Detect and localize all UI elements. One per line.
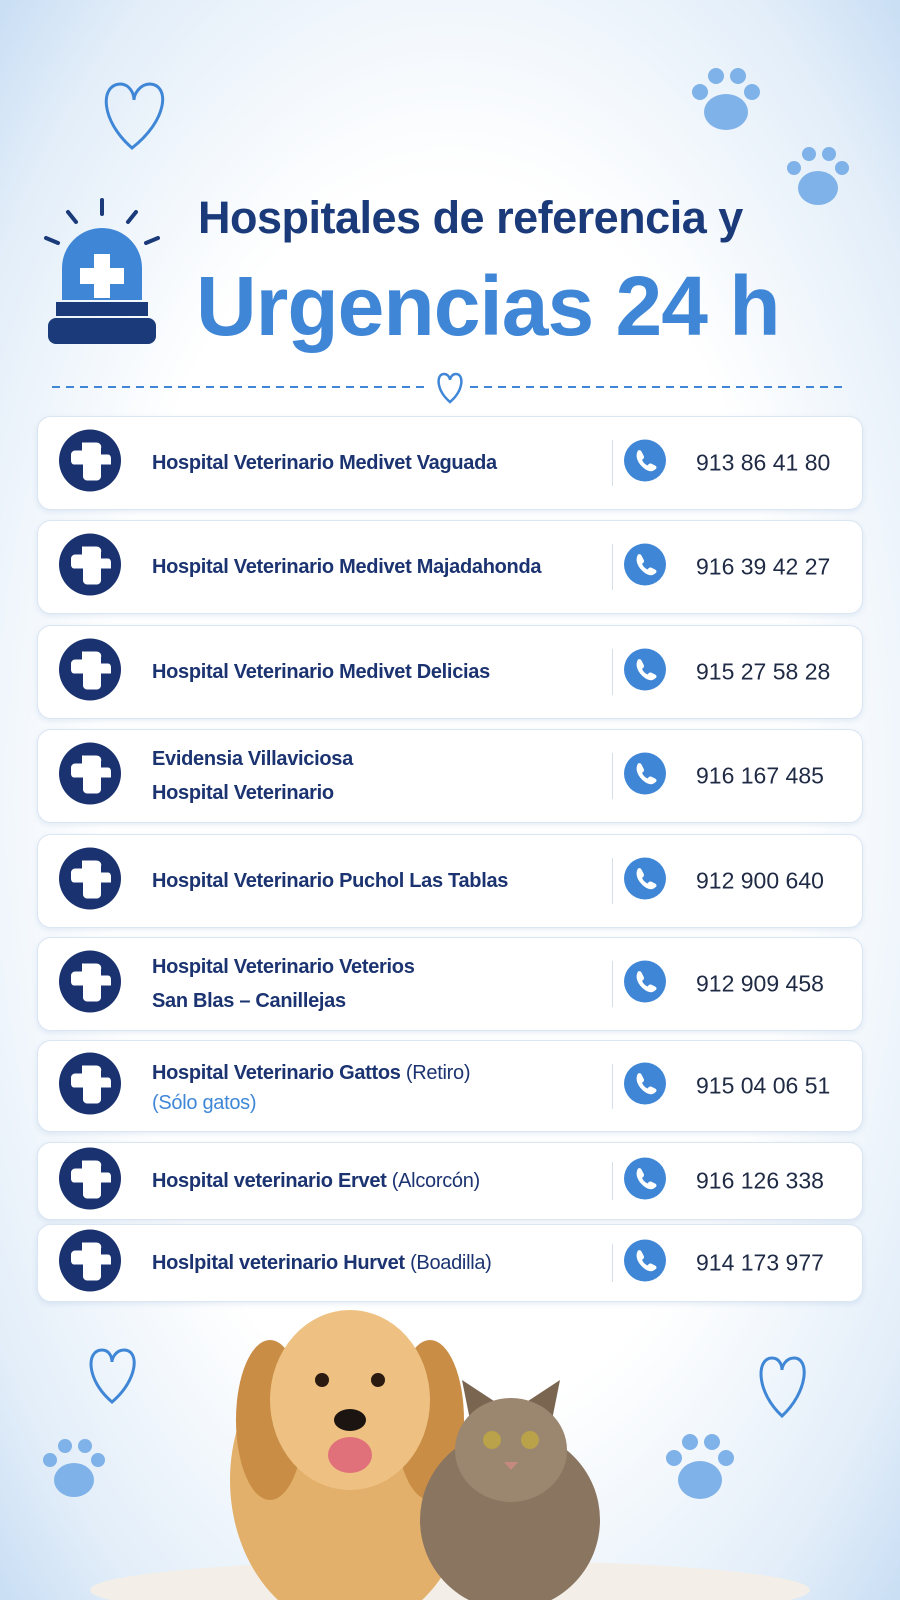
hospital-icon: [58, 1229, 122, 1298]
siren-icon: [44, 198, 160, 344]
hospital-name: Hospital Veterinario Gattos (Retiro) (Sól…: [152, 1056, 612, 1116]
name-line: Hospital Veterinario Veterios: [152, 950, 612, 984]
hospital-name: Hospital Veterinario Medivet Vaguada: [152, 446, 612, 480]
hospital-icon: [58, 742, 122, 811]
name-text: Hospital veterinario Ervet: [152, 1170, 387, 1192]
name-text: San Blas – Canillejas: [152, 990, 346, 1012]
name-text: Hospital Veterinario Gattos: [152, 1062, 401, 1084]
hospital-row: Hospital Veterinario Medivet Majadahonda…: [37, 520, 863, 614]
hospital-name: Evidensia Villaviciosa Hospital Veterinar…: [152, 742, 612, 810]
phone-icon: [624, 543, 666, 591]
phone-icon: [624, 857, 666, 905]
hospital-row: Hospital Veterinario Medivet Delicias 915…: [37, 625, 863, 719]
separator: [612, 753, 613, 799]
hospital-row: Hospital veterinario Ervet (Alcorcón) 916…: [37, 1142, 863, 1220]
title: Hospitales de referencia y: [198, 192, 743, 243]
phone-icon: [624, 960, 666, 1008]
separator: [612, 1063, 613, 1109]
name-line: Hospital veterinario Ervet (Alcorcón): [152, 1164, 612, 1198]
name-line: Hospital Veterinario: [152, 776, 612, 810]
hospital-name: Hospital Veterinario Puchol Las Tablas: [152, 864, 612, 898]
heart: [759, 1356, 806, 1419]
name-text: Hoslpital veterinario Hurvet: [152, 1252, 405, 1274]
qualifier: (Alcorcón): [391, 1170, 480, 1192]
name-line: Hospital Veterinario Medivet Delicias: [152, 655, 612, 689]
hospital-row: Hospital Veterinario Medivet Vaguada 913 …: [37, 416, 863, 510]
name-text: Hospital Veterinario Medivet Delicias: [152, 661, 490, 683]
hospital-name: Hospital Veterinario Veterios San Blas – …: [152, 950, 612, 1018]
hospital-icon: [58, 1147, 122, 1216]
hospital-icon: [58, 638, 122, 707]
separator: [612, 440, 613, 486]
name-text: Evidensia Villaviciosa: [152, 748, 353, 770]
hospital-row: Hoslpital veterinario Hurvet (Boadilla) 9…: [37, 1224, 863, 1302]
hospital-row: Hospital Veterinario Veterios San Blas – …: [37, 937, 863, 1031]
heart: [437, 372, 463, 404]
hospital-row: Hospital Veterinario Puchol Las Tablas 91…: [37, 834, 863, 928]
qualifier: (Boadilla): [410, 1252, 492, 1274]
phone-number: 916 126 338: [696, 1167, 824, 1194]
name-text: Hospital Veterinario Medivet Vaguada: [152, 452, 497, 474]
hospital-icon: [58, 429, 122, 498]
note: (Sólo gatos): [152, 1092, 257, 1114]
phone-icon: [624, 439, 666, 487]
heart: [89, 1348, 136, 1404]
phone-number: 916 39 42 27: [696, 553, 831, 580]
phone-number: 914 173 977: [696, 1249, 824, 1276]
separator: [612, 961, 613, 1007]
name-line: Hoslpital veterinario Hurvet (Boadilla): [152, 1246, 612, 1280]
hospital-name: Hoslpital veterinario Hurvet (Boadilla): [152, 1246, 612, 1280]
separator: [612, 1162, 613, 1200]
hospital-icon: [58, 1052, 122, 1121]
hospital-icon: [58, 533, 122, 602]
hospital-name: Hospital veterinario Ervet (Alcorcón): [152, 1164, 612, 1198]
qualifier: (Retiro): [405, 1062, 471, 1084]
paws: [43, 68, 849, 1499]
phone-number: 915 04 06 51: [696, 1072, 831, 1099]
name-line: Evidensia Villaviciosa: [152, 742, 612, 776]
hospital-icon: [58, 847, 122, 916]
phone-number: 912 900 640: [696, 867, 824, 894]
hospital-icon: [58, 950, 122, 1019]
phone-number: 913 86 41 80: [696, 449, 831, 476]
hospital-name: Hospital Veterinario Medivet Majadahonda: [152, 550, 612, 584]
phone-icon: [624, 1157, 666, 1205]
pets: [90, 1310, 810, 1600]
name-text: Hospital Veterinario Veterios: [152, 956, 415, 978]
name-line: Hospital Veterinario Medivet Majadahonda: [152, 550, 612, 584]
phone-icon: [624, 1062, 666, 1110]
separator: [612, 1244, 613, 1282]
name-text: Hospital Veterinario Puchol Las Tablas: [152, 870, 509, 892]
hospital-row: Evidensia Villaviciosa Hospital Veterinar…: [37, 729, 863, 823]
hospital-row: Hospital Veterinario Gattos (Retiro) (Sól…: [37, 1040, 863, 1132]
name-text: Hospital Veterinario Medivet Majadahonda: [152, 556, 542, 578]
separator: [612, 544, 613, 590]
name-line: Hospital Veterinario Puchol Las Tablas: [152, 864, 612, 898]
name-text: Hospital Veterinario: [152, 782, 334, 804]
phone-number: 915 27 58 28: [696, 658, 831, 685]
phone-icon: [624, 752, 666, 800]
separator: [612, 858, 613, 904]
name-line: Hospital Veterinario Gattos (Retiro): [152, 1056, 612, 1090]
title: Urgencias 24 h: [196, 259, 781, 353]
heart: [104, 82, 165, 150]
phone-icon: [624, 1239, 666, 1287]
separator: [612, 649, 613, 695]
phone-icon: [624, 648, 666, 696]
name-line: Hospital Veterinario Medivet Vaguada: [152, 446, 612, 480]
name-line: San Blas – Canillejas: [152, 984, 612, 1018]
phone-number: 916 167 485: [696, 762, 824, 789]
phone-number: 912 909 458: [696, 970, 824, 997]
hospital-name: Hospital Veterinario Medivet Delicias: [152, 655, 612, 689]
